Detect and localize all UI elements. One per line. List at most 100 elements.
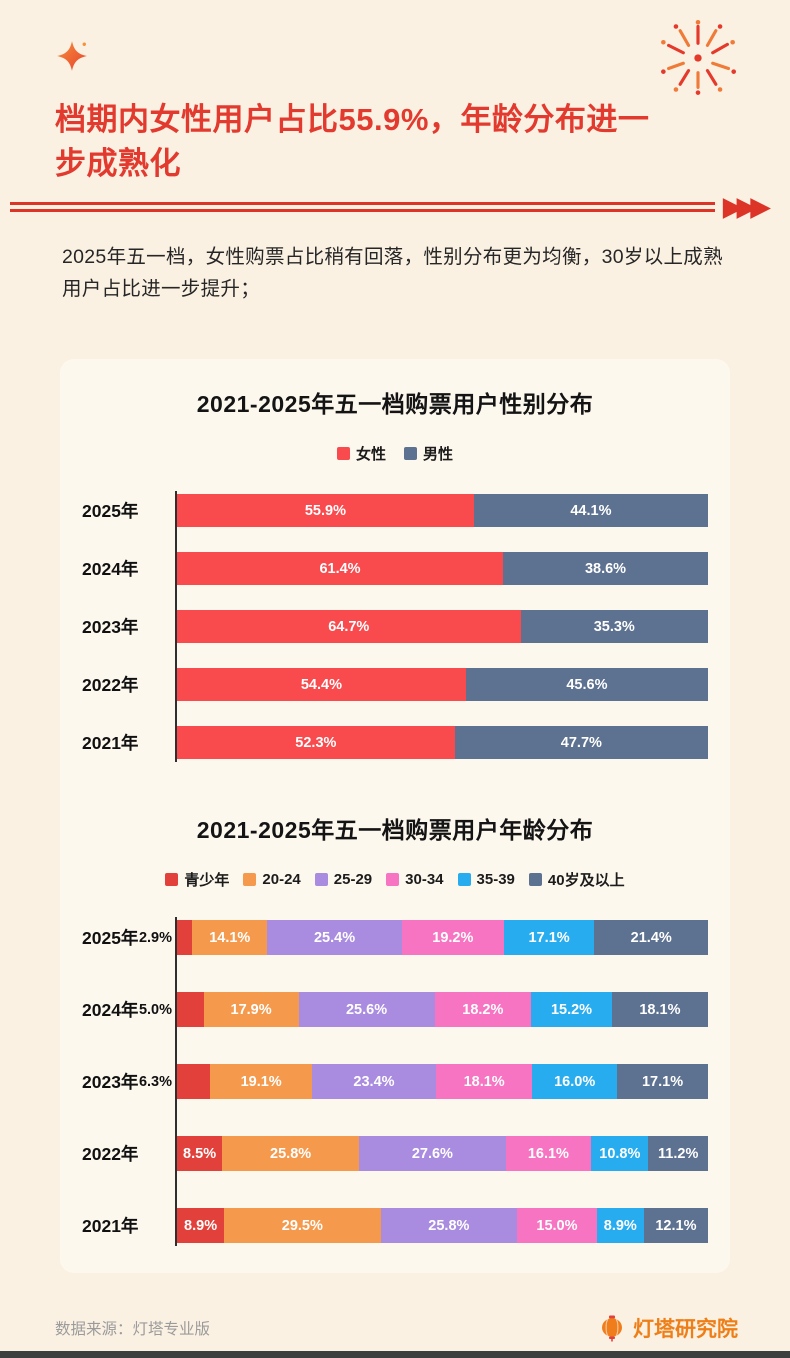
bar-value-label: 21.4%	[630, 929, 672, 946]
chart-row: 2023年 6.3% 19.1% 23.4% 18.1% 16.0% 17.1%	[82, 1064, 708, 1100]
bar-segment: 15.2%	[531, 992, 612, 1028]
bar-value-label: 19.2%	[432, 929, 474, 946]
stacked-bar: 55.9% 44.1%	[177, 494, 708, 528]
row-category-label: 2025年	[82, 928, 139, 949]
bar-segment: 29.5%	[224, 1208, 381, 1244]
bar-value-label: 17.1%	[528, 929, 570, 946]
stacked-bar: 52.3% 47.7%	[177, 726, 708, 760]
stacked-bar: 5.0% 17.9% 25.6% 18.2% 15.2% 18.1%	[139, 992, 708, 1028]
chart-row: 2024年 5.0% 17.9% 25.6% 18.2% 15.2% 18.1%	[82, 992, 708, 1028]
bar-segment: 14.1%	[192, 920, 268, 956]
legend-swatch	[314, 873, 328, 887]
bar-value-label: 6.3%	[138, 1073, 172, 1090]
bar-segment: 54.4%	[177, 668, 466, 702]
lantern-icon	[602, 1315, 622, 1342]
legend-label: 男性	[423, 446, 454, 464]
gender-chart: 2021-2025年五一档购票用户性别分布 女性 男性 2025年 55.9% 44.…	[82, 385, 708, 763]
bar-value-label: 25.6%	[345, 1001, 388, 1018]
bar-segment: 6.3%	[139, 1064, 211, 1100]
legend-swatch	[243, 873, 257, 887]
bar-value-label: 16.0%	[554, 1073, 596, 1090]
bar-value-label: 10.8%	[599, 1145, 641, 1162]
footer: 数据来源：灯塔专业版 灯塔研究院	[55, 1313, 738, 1343]
bar-segment: 25.8%	[222, 1136, 360, 1172]
bar-value-label: 2.9%	[138, 929, 172, 946]
legend-label: 30-34	[405, 871, 444, 889]
fireworks-icon	[656, 16, 740, 100]
bar-value-label: 17.9%	[230, 1001, 272, 1018]
bar-segment: 21.4%	[594, 920, 708, 956]
gender-chart-rows: 2025年 55.9% 44.1% 2024年 61.4% 38.6% 2023年 64.7%…	[82, 491, 708, 763]
bar-segment: 16.1%	[505, 1136, 592, 1172]
bar-value-label: 15.0%	[536, 1217, 578, 1234]
chart-row: 2024年 61.4% 38.6%	[82, 552, 708, 586]
brand-name: 灯塔研究院	[633, 1318, 738, 1342]
bar-segment: 55.9%	[177, 494, 474, 528]
bar-value-label: 11.2%	[658, 1145, 699, 1162]
bar-value-label: 18.1%	[639, 1001, 681, 1018]
bar-value-label: 25.8%	[428, 1217, 470, 1234]
row-category-label: 2022年	[82, 675, 139, 696]
sparkle-icon	[56, 40, 88, 72]
chart-row: 2025年 2.9% 14.1% 25.4% 19.2% 17.1% 21.4%	[82, 920, 708, 956]
bar-value-label: 25.8%	[270, 1145, 312, 1162]
bar-segment: 16.0%	[532, 1064, 618, 1100]
legend-label: 40岁及以上	[547, 872, 625, 890]
row-category-label: 2023年	[82, 1072, 139, 1093]
bar-segment: 12.1%	[643, 1208, 708, 1244]
age-chart: 2021-2025年五一档购票用户年龄分布 青少年 20-24 25-29 30-34…	[82, 811, 708, 1247]
page-title-line-2: 步成熟化	[55, 146, 181, 182]
bar-value-label: 17.1%	[641, 1073, 684, 1090]
data-source-text: 数据来源：灯塔专业版	[55, 1321, 211, 1339]
bar-value-label: 12.1%	[655, 1217, 697, 1234]
bar-segment: 18.2%	[434, 992, 532, 1028]
bar-segment: 52.3%	[177, 726, 455, 760]
divider: ▶▶▶	[10, 193, 782, 221]
bar-value-label: 45.6%	[566, 676, 608, 693]
legend-label: 女性	[355, 446, 386, 464]
legend-label: 25-29	[333, 871, 373, 889]
bottom-edge-strip	[0, 1351, 790, 1358]
legend-label: 青少年	[184, 872, 230, 890]
chart-row: 2021年 8.9% 29.5% 25.8% 15.0% 8.9% 12.1%	[82, 1208, 708, 1244]
bar-segment: 10.8%	[591, 1136, 649, 1172]
bar-value-label: 15.2%	[550, 1001, 593, 1018]
bar-segment: 61.4%	[177, 552, 504, 586]
bar-value-label: 29.5%	[281, 1217, 323, 1234]
bar-segment: 44.1%	[473, 494, 708, 528]
legend-item: 女性	[336, 443, 386, 464]
bar-value-label: 5.0%	[138, 1001, 172, 1018]
legend-swatch	[386, 873, 400, 887]
bar-segment: 8.5%	[177, 1136, 223, 1172]
legend-swatch	[165, 873, 179, 887]
legend-swatch	[336, 447, 350, 461]
bar-segment: 38.6%	[503, 552, 708, 586]
bar-value-label: 18.1%	[463, 1073, 505, 1090]
bar-value-label: 19.1%	[240, 1073, 282, 1090]
bar-value-label: 38.6%	[584, 560, 627, 577]
stacked-bar: 54.4% 45.6%	[177, 668, 708, 702]
bar-segment: 47.7%	[454, 726, 708, 760]
legend-item: 男性	[404, 443, 453, 464]
bar-segment: 17.1%	[503, 920, 595, 956]
bar-value-label: 14.1%	[209, 929, 251, 946]
row-category-label: 2024年	[82, 1000, 139, 1021]
stacked-bar: 61.4% 38.6%	[177, 552, 708, 586]
chart-row: 2025年 55.9% 44.1%	[82, 494, 708, 528]
chart-row: 2022年 54.4% 45.6%	[82, 668, 708, 702]
divider-arrows-icon: ▶▶▶	[714, 193, 782, 221]
bar-segment: 25.8%	[380, 1208, 518, 1244]
bar-segment: 64.7%	[177, 610, 521, 644]
legend-swatch	[528, 873, 542, 887]
bar-value-label: 47.7%	[560, 734, 602, 751]
chart-row: 2023年 64.7% 35.3%	[82, 610, 708, 644]
page-title-line-1: 档期内女性用户占比55.9%，年龄分布进一	[55, 102, 650, 137]
bar-segment: 23.4%	[311, 1064, 437, 1100]
bar-value-label: 18.2%	[462, 1001, 504, 1018]
bar-segment: 27.6%	[359, 1136, 506, 1172]
legend-item: 20-24	[243, 871, 301, 888]
bar-value-label: 25.4%	[313, 929, 356, 946]
chart-card: 2021-2025年五一档购票用户性别分布 女性 男性 2025年 55.9% 44.…	[60, 359, 730, 1274]
bar-value-label: 61.4%	[319, 560, 361, 577]
legend-item: 35-39	[457, 871, 515, 888]
